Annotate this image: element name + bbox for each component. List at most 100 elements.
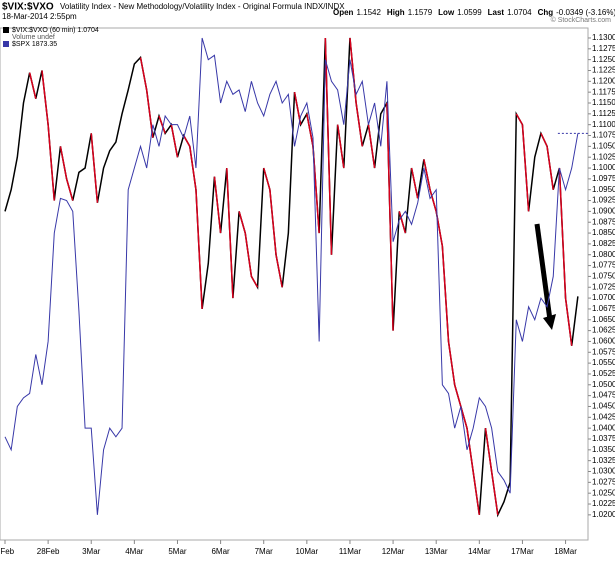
- y-tick-label: 1.1175: [592, 87, 615, 96]
- down-segment: [466, 428, 474, 472]
- down-segment: [515, 113, 524, 126]
- down-segment: [158, 115, 166, 134]
- y-tick-label: 1.1225: [592, 66, 615, 75]
- legend-label: $SPX 1873.35: [12, 41, 57, 48]
- down-segment: [453, 384, 462, 407]
- y-tick-label: 1.0675: [592, 304, 615, 313]
- x-tick-label: 6Mar: [211, 547, 230, 556]
- quote-value: 1.0599: [457, 8, 482, 17]
- x-tick-label: 11Mar: [339, 547, 361, 556]
- y-tick-label: 1.0650: [592, 315, 615, 324]
- y-tick-label: 1.1025: [592, 152, 615, 161]
- y-tick-label: 1.0800: [592, 250, 615, 259]
- quote-label: Open: [333, 8, 354, 17]
- down-segment: [336, 124, 345, 169]
- y-tick-label: 1.0475: [592, 391, 615, 400]
- down-segment: [398, 211, 407, 234]
- legend-label: $VIX:$VXO (60 min) 1.0704: [12, 27, 99, 34]
- down-segment: [244, 232, 253, 277]
- down-segment: [170, 124, 179, 158]
- y-tick-label: 1.0325: [592, 456, 615, 465]
- y-tick-label: 1.1150: [592, 98, 615, 107]
- watermark: © StockCharts.com: [551, 16, 612, 24]
- down-segment: [349, 37, 357, 104]
- y-tick-label: 1.1100: [592, 120, 615, 129]
- down-segment: [41, 70, 49, 125]
- quote-value: -0.0349 (-3.16%): [556, 8, 615, 17]
- down-segment: [490, 471, 499, 515]
- y-tick-label: 1.0225: [592, 499, 615, 508]
- down-segment: [275, 254, 283, 288]
- down-segment: [306, 113, 314, 147]
- y-tick-label: 1.0400: [592, 423, 615, 432]
- y-tick-label: 1.0350: [592, 445, 615, 454]
- y-tick-label: 1.0250: [592, 488, 615, 497]
- down-segment: [238, 211, 246, 234]
- y-tick-label: 1.0550: [592, 358, 615, 367]
- x-tick-label: 18Mar: [554, 547, 577, 556]
- down-segment: [386, 102, 394, 331]
- y-tick-label: 1.0900: [592, 206, 615, 215]
- down-segment: [226, 167, 234, 299]
- y-tick-label: 1.0375: [592, 434, 615, 443]
- down-segment: [59, 146, 68, 180]
- down-segment: [546, 146, 554, 190]
- down-segment: [558, 167, 567, 299]
- down-segment: [262, 167, 271, 190]
- x-tick-label: 7Mar: [255, 547, 274, 556]
- down-segment: [441, 246, 450, 342]
- quote-value: 1.1542: [356, 8, 381, 17]
- y-tick-label: 1.1200: [592, 76, 615, 85]
- y-tick-label: 1.0700: [592, 293, 615, 302]
- down-segment: [564, 297, 573, 346]
- x-tick-label: 5Mar: [168, 547, 187, 556]
- quote-label: Low: [438, 8, 455, 17]
- y-tick-label: 1.1250: [592, 55, 615, 64]
- down-segment: [139, 57, 148, 91]
- quote-label: Chg: [538, 8, 554, 17]
- legend-swatch: [3, 27, 9, 33]
- chart-date: 18-Mar-2014 2:55pm: [2, 12, 77, 21]
- down-segment: [28, 72, 37, 99]
- y-tick-label: 1.0625: [592, 326, 615, 335]
- y-tick-label: 1.1125: [592, 109, 615, 118]
- x-tick-label: 10Mar: [295, 547, 318, 556]
- down-segment: [47, 124, 56, 201]
- y-tick-label: 1.0575: [592, 347, 615, 356]
- x-tick-label: 14Mar: [468, 547, 491, 556]
- down-segment: [250, 276, 259, 288]
- legend-swatch: [3, 41, 9, 47]
- series-line: [4, 37, 579, 515]
- down-segment: [213, 176, 222, 234]
- annotation-arrowhead: [543, 314, 556, 330]
- quote-value: 1.0704: [507, 8, 532, 17]
- down-segment: [182, 135, 191, 147]
- y-tick-label: 1.0725: [592, 282, 615, 291]
- quote-value: 1.1579: [408, 8, 433, 17]
- y-tick-label: 1.0875: [592, 217, 615, 226]
- plot-frame: [0, 27, 589, 541]
- down-segment: [189, 146, 197, 190]
- y-tick-label: 1.1000: [592, 163, 615, 172]
- y-tick-label: 1.0825: [592, 239, 615, 248]
- down-segment: [90, 133, 99, 203]
- y-tick-label: 1.0950: [592, 185, 615, 194]
- down-segment: [324, 37, 333, 255]
- quote-label: High: [387, 8, 405, 17]
- y-tick-label: 1.0275: [592, 477, 615, 486]
- x-tick-label: 3Mar: [82, 547, 101, 556]
- y-tick-label: 1.0850: [592, 228, 615, 237]
- series-line: [4, 37, 579, 518]
- quote-label: Last: [488, 8, 505, 17]
- down-segment: [410, 167, 419, 199]
- chart-subtitle: Volatility Index - New Methodology/Volat…: [60, 2, 345, 11]
- y-tick-label: 1.1300: [592, 33, 615, 42]
- y-tick-label: 1.1050: [592, 141, 615, 150]
- y-tick-label: 1.1075: [592, 131, 615, 140]
- down-segment: [269, 189, 277, 255]
- x-tick-label: 12Mar: [382, 547, 405, 556]
- down-segment: [195, 189, 203, 309]
- y-tick-label: 1.0425: [592, 412, 615, 421]
- down-segment: [447, 341, 456, 385]
